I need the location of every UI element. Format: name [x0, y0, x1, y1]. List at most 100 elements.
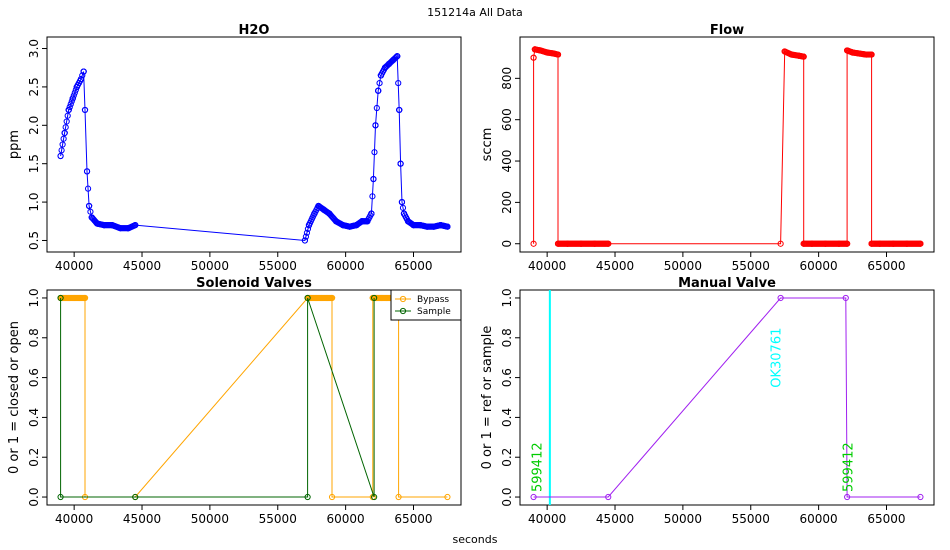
- data-point: [60, 135, 67, 142]
- y-tick-label: 0.2: [27, 448, 41, 467]
- data-point: [83, 168, 91, 175]
- data-point: [57, 294, 64, 302]
- data-point: [530, 493, 537, 501]
- data-point: [368, 210, 375, 217]
- x-tick-label: 55000: [259, 512, 297, 526]
- annotation: OK30761: [770, 328, 785, 388]
- y-tick-label: 0.8: [500, 328, 514, 347]
- data-point: [605, 240, 612, 247]
- y-tick-label: 0.5: [27, 231, 41, 250]
- x-tick-label: 55000: [259, 259, 297, 273]
- y-tick-label: 800: [500, 67, 514, 90]
- data-point: [70, 92, 77, 99]
- data-point: [328, 294, 336, 302]
- legend-label: Sample: [417, 307, 451, 317]
- data-point: [371, 149, 378, 156]
- data-point: [58, 147, 65, 154]
- x-tick-label: 45000: [123, 512, 161, 526]
- x-tick-label: 50000: [191, 259, 229, 273]
- data-point: [304, 294, 311, 302]
- y-tick-label: 0.8: [27, 328, 41, 347]
- x-tick-label: 40000: [55, 259, 93, 273]
- data-point: [777, 240, 784, 247]
- data-point: [395, 493, 402, 501]
- data-point: [85, 202, 93, 210]
- x-tick-label: 65000: [867, 512, 905, 526]
- data-point: [63, 118, 70, 125]
- x-tick-label: 55000: [732, 259, 770, 273]
- y-tick-label: 1.0: [500, 288, 514, 307]
- data-point: [84, 185, 92, 192]
- x-tick-label: 45000: [123, 259, 161, 273]
- y-axis-label: 0 or 1 = closed or open: [7, 321, 22, 474]
- series-line: [533, 297, 921, 498]
- legend-box: [390, 289, 462, 321]
- y-tick-label: 2.5: [27, 77, 41, 96]
- data-point: [396, 106, 403, 114]
- data-point: [394, 53, 401, 60]
- y-tick-label: 3.0: [27, 39, 41, 58]
- data-point: [132, 222, 139, 229]
- figure-title: 151214a All Data: [427, 6, 523, 19]
- data-point: [917, 240, 924, 247]
- x-tick-label: 65000: [867, 259, 905, 273]
- y-tick-label: 600: [500, 108, 514, 131]
- x-tick-label: 65000: [394, 512, 432, 526]
- x-tick-label: 40000: [55, 512, 93, 526]
- data-point: [62, 124, 69, 131]
- data-point: [80, 68, 87, 75]
- x-tick-label: 50000: [664, 259, 702, 273]
- panel-title: H2O: [239, 23, 270, 38]
- figure-xlabel: seconds: [453, 533, 498, 546]
- series-line: [60, 297, 375, 498]
- x-tick-label: 60000: [800, 259, 838, 273]
- data-point: [69, 95, 76, 102]
- data-point: [397, 160, 404, 167]
- panel-manual-valve: Manual Valve 40000 45000 50000 55000 60000 650…: [480, 276, 935, 526]
- data-point: [71, 89, 78, 96]
- legend-marker: [399, 307, 407, 315]
- data-point: [81, 294, 89, 302]
- data-point: [398, 198, 406, 206]
- y-tick-label: 200: [500, 191, 514, 214]
- data-point: [399, 204, 407, 211]
- data-point: [376, 79, 383, 87]
- data-point: [842, 294, 849, 302]
- data-point: [57, 493, 64, 501]
- data-point: [917, 493, 924, 501]
- data-point: [65, 106, 72, 114]
- plot-area: [57, 53, 451, 244]
- y-tick-label: 0.0: [500, 487, 514, 506]
- data-point: [132, 493, 139, 501]
- data-point: [328, 493, 336, 501]
- data-point: [67, 101, 74, 108]
- x-tick-label: 55000: [732, 512, 770, 526]
- data-point: [844, 240, 851, 247]
- data-point: [844, 493, 851, 501]
- panel-title: Manual Valve: [678, 276, 776, 291]
- plot-area: [530, 290, 924, 505]
- data-point: [59, 141, 66, 148]
- data-point: [66, 103, 73, 111]
- y-tick-label: 0.6: [27, 368, 41, 387]
- data-point: [393, 54, 400, 61]
- plot-frame: [519, 36, 935, 253]
- plot-area: [530, 46, 924, 247]
- data-point: [444, 223, 451, 230]
- series-line: [60, 55, 448, 242]
- plot-frame: [46, 289, 462, 506]
- data-point: [304, 493, 311, 501]
- x-tick-label: 40000: [528, 512, 566, 526]
- data-point: [68, 98, 75, 105]
- data-point: [81, 106, 89, 114]
- x-tick-label: 45000: [596, 512, 634, 526]
- data-point: [554, 51, 562, 58]
- y-tick-label: 400: [500, 150, 514, 173]
- panel-title: Solenoid Valves: [196, 276, 312, 291]
- x-tick-label: 60000: [327, 259, 365, 273]
- data-point: [304, 225, 312, 233]
- y-tick-label: 0.2: [500, 448, 514, 467]
- series-line: [60, 297, 448, 498]
- y-tick-label: 1.0: [27, 288, 41, 307]
